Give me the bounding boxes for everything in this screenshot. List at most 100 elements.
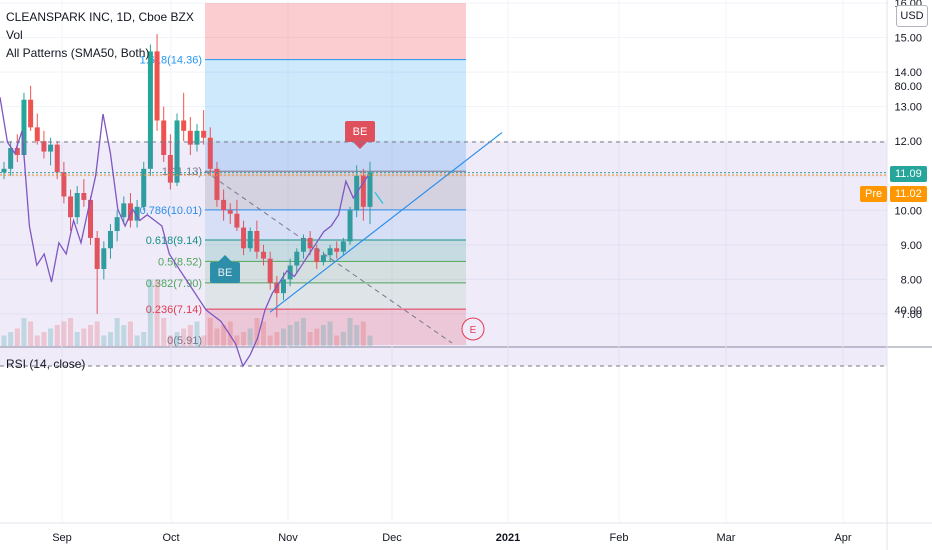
bullish-pattern-marker: [210, 262, 240, 283]
volume-bar: [340, 332, 346, 346]
volume-bar: [167, 335, 173, 346]
candle-body: [81, 193, 87, 200]
candle-body: [41, 141, 47, 152]
candle-body: [61, 172, 67, 197]
candle-body: [340, 241, 346, 252]
volume-bar: [300, 318, 306, 346]
candle-body: [141, 168, 147, 207]
time-tick-label: Nov: [278, 532, 298, 544]
candle-body: [74, 193, 80, 218]
rsi-band-background: [0, 142, 887, 366]
candle-body: [1, 168, 7, 173]
volume-bar: [327, 321, 333, 346]
price-tick-label: 9.00: [901, 240, 922, 252]
time-tick-label: Sep: [52, 532, 72, 544]
volume-bar: [307, 332, 313, 346]
time-tick-label: 2021: [496, 532, 520, 544]
price-axis[interactable]: 7.008.009.0010.0011.0012.0013.0014.0015.…: [886, 0, 922, 550]
volume-bar: [334, 335, 340, 346]
volume-bar: [174, 332, 180, 346]
volume-bar: [267, 335, 273, 346]
volume-bar: [347, 318, 353, 346]
price-tick-label: 10.00: [894, 205, 922, 217]
fib-level-label: 0.5(8.52): [158, 256, 202, 268]
rsi-line: [0, 97, 369, 368]
volume-bar: [261, 321, 267, 346]
fib-zone: [205, 171, 466, 210]
volume-bar: [141, 332, 147, 346]
volume-bar: [254, 318, 260, 346]
price-tick-label: 15.00: [894, 33, 922, 45]
ascending-trendline: [269, 132, 503, 313]
price-tick-label: 12.00: [894, 136, 922, 148]
volume-bar: [1, 335, 7, 346]
candle-body: [334, 248, 340, 252]
time-axis[interactable]: Sep Oct Nov Dec 2021 Feb Mar Apr: [0, 522, 932, 544]
bearish-pattern-arrow: [353, 142, 367, 149]
volume-bar: [161, 318, 167, 346]
candle-body: [181, 120, 187, 131]
candle-body: [194, 130, 200, 145]
currency-label[interactable]: USD: [896, 5, 928, 27]
candle-body: [201, 130, 207, 138]
volume-bar: [207, 318, 213, 346]
volume-bar: [107, 332, 113, 346]
candle-body: [14, 148, 20, 155]
volume-bar: [194, 321, 200, 346]
candle-body: [214, 168, 220, 200]
time-tick-label: Mar: [717, 532, 736, 544]
bearish-pattern-marker: [345, 121, 375, 142]
volume-bar: [234, 335, 240, 346]
volume-bar: [134, 335, 140, 346]
rsi-pane[interactable]: [0, 97, 887, 368]
time-tick-label: Feb: [610, 532, 629, 544]
candle-body: [267, 258, 273, 283]
volume-bar: [320, 325, 326, 346]
candle-body: [147, 51, 153, 169]
fib-level-label: 0.786(10.01): [140, 205, 202, 217]
fib-level-label: 0.236(7.14): [146, 304, 202, 316]
volume-bar: [8, 332, 14, 346]
price-tick-label: 14.00: [894, 67, 922, 79]
rsi-tick-label: 40.00: [894, 305, 922, 317]
pre-market-price-badge: 11.02: [890, 186, 927, 202]
volume-bar: [94, 321, 100, 346]
last-price-badge: 11.09: [890, 166, 927, 182]
volume-bar: [54, 325, 60, 346]
candle-body: [114, 217, 120, 231]
candle-body: [280, 279, 286, 294]
volume-bar: [221, 325, 227, 346]
bearish-pattern-label: BE: [353, 126, 368, 138]
price-tick-label: 13.00: [894, 102, 922, 114]
volume-bar: [21, 318, 27, 346]
volume-bar: [61, 321, 67, 346]
fib-level-label: 1.618(14.36): [140, 55, 202, 67]
pattern-legend: All Patterns (SMA50, Both): [6, 46, 150, 60]
candle-body: [347, 210, 353, 242]
fib-zone: [205, 3, 466, 60]
fib-zone: [205, 282, 466, 310]
candle-body: [68, 196, 74, 218]
fib-level-label: 0.382(7.90): [146, 278, 202, 290]
fib-level-label: 0.618(9.14): [146, 235, 202, 247]
rsi-projection-tick: [374, 192, 384, 204]
volume-bar: [280, 328, 286, 346]
volume-bar: [247, 328, 253, 346]
candle-body: [254, 231, 260, 252]
volume-bar: [81, 328, 87, 346]
candle-body: [367, 172, 373, 207]
price-pane[interactable]: 0(5.91) 0.236(7.14) 0.382(7.90) 0.5(8.52) 0.…: [0, 0, 932, 522]
time-tick-label: Dec: [382, 532, 402, 544]
bullish-pattern-arrow: [218, 255, 232, 262]
volume-bar: [294, 321, 300, 346]
candle-body: [327, 248, 333, 256]
volume-bar: [181, 328, 187, 346]
time-tick-label: Apr: [834, 532, 851, 544]
volume-bar: [88, 325, 94, 346]
candle-body: [274, 282, 280, 294]
candle-body: [241, 227, 247, 249]
candle-body: [54, 144, 60, 173]
fib-zone: [205, 309, 466, 345]
candle-body: [28, 99, 34, 128]
